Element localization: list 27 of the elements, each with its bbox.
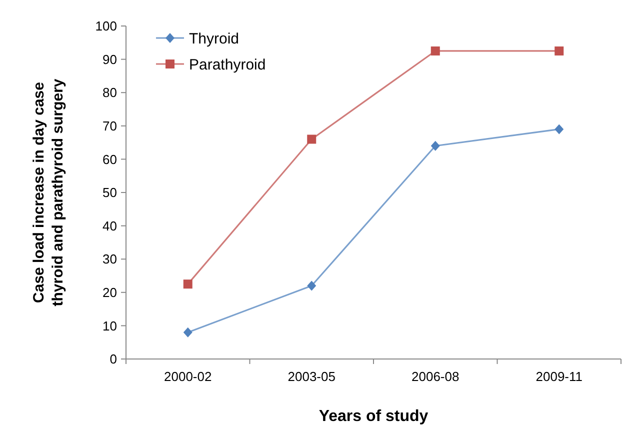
point [183, 327, 192, 338]
point [307, 134, 316, 144]
y-tick-label: 20 [102, 284, 117, 300]
y-tick-label: 70 [102, 118, 117, 134]
y-tick-label: 50 [102, 185, 117, 200]
point [554, 46, 564, 56]
y-tick-label: 10 [102, 318, 117, 334]
y-tick-label: 40 [102, 218, 117, 234]
x-tick-label: 2000-02 [164, 369, 212, 384]
y-tick-label: 90 [102, 52, 117, 67]
y-tick-label: 100 [95, 18, 117, 34]
point [554, 124, 564, 134]
point [430, 140, 440, 151]
legend-label: Thyroid [189, 30, 240, 48]
y-tick-label: 0 [110, 352, 117, 367]
x-tick-label: 2009-11 [536, 369, 582, 384]
y-tick-label: 80 [102, 85, 117, 100]
point [430, 46, 440, 56]
legend-label: Parathyroid [189, 56, 266, 74]
x-axis-title: Years of study [318, 408, 428, 425]
y-tick-label: 60 [102, 152, 117, 167]
y-axis-title: Case load increase in day case thyroid and parathyroid surgery [30, 78, 66, 306]
point [307, 280, 316, 291]
point [183, 280, 192, 289]
x-tick-label: 2003-05 [288, 369, 336, 384]
x-tick-label: 2006-08 [412, 369, 460, 384]
y-tick-label: 30 [102, 252, 117, 267]
